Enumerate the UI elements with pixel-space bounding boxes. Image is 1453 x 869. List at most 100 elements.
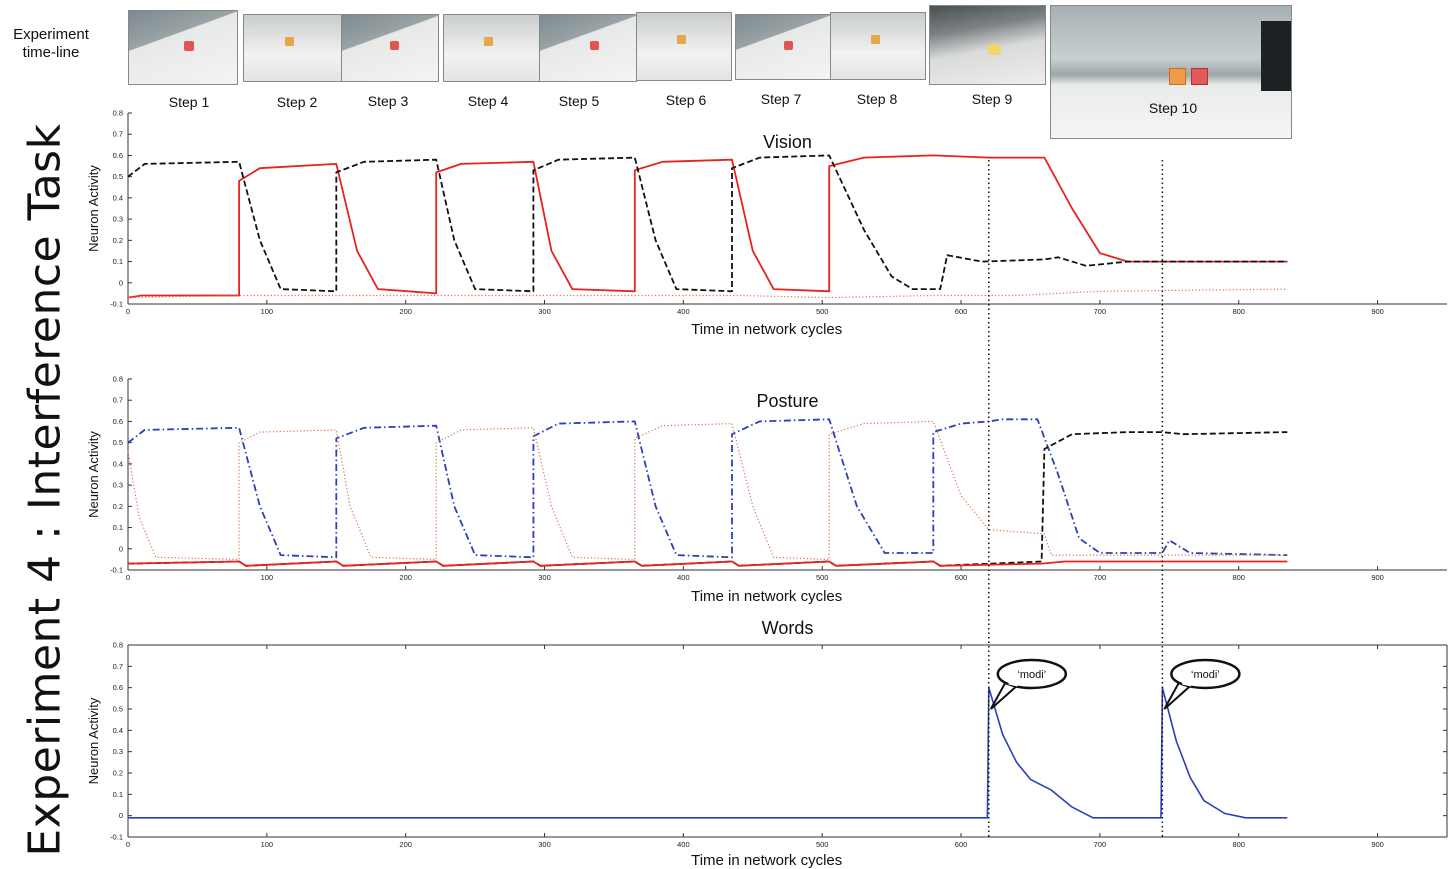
x-tick-label: 500 [816, 573, 829, 582]
y-tick-label: 0.4 [113, 726, 123, 735]
y-tick-label: 0.8 [113, 109, 123, 118]
red-cube-icon [184, 41, 194, 51]
x-tick-label: 900 [1371, 573, 1384, 582]
speech-bubble-text: ‘modi’ [1017, 669, 1046, 681]
step-label-5: Step 5 [558, 93, 600, 109]
x-axis-label: Time in network cycles [691, 852, 842, 869]
x-tick-label: 500 [816, 307, 829, 316]
y-tick-label: 0.6 [113, 683, 123, 692]
y-tick-label: -0.1 [110, 566, 123, 575]
step-label-7: Step 7 [760, 91, 802, 107]
y-axis-label: Neuron Activity [86, 697, 101, 784]
x-tick-label: 400 [677, 307, 690, 316]
speech-bubble-text: ‘modi’ [1191, 669, 1220, 681]
step-6-photo [636, 12, 732, 81]
x-tick-label: 900 [1371, 307, 1384, 316]
orange-cube-icon [484, 37, 493, 46]
x-tick-label: 800 [1232, 573, 1245, 582]
y-tick-label: 0.1 [113, 523, 123, 532]
x-tick-label: 700 [1094, 573, 1107, 582]
step-label-1: Step 1 [168, 94, 210, 110]
x-tick-label: 700 [1094, 840, 1107, 849]
y-tick-label: 0.6 [113, 417, 123, 426]
x-tick-label: 300 [538, 840, 551, 849]
step-label-9: Step 9 [971, 91, 1013, 107]
orange-cube-icon [285, 37, 294, 46]
dark-panel [1261, 21, 1291, 91]
red-cube-icon [590, 41, 599, 50]
x-tick-label: 700 [1094, 307, 1107, 316]
red-cube-icon [1191, 68, 1208, 85]
speech-bubble-join [1182, 681, 1192, 687]
x-tick-label: 0 [126, 840, 130, 849]
speech-bubble-join [1008, 681, 1019, 687]
y-tick-label: 0.4 [113, 193, 123, 202]
y-tick-label: -0.1 [110, 300, 123, 309]
step-4-photo [443, 14, 541, 82]
x-tick-label: 600 [955, 307, 968, 316]
y-tick-label: -0.1 [110, 833, 123, 842]
y-tick-label: 0.2 [113, 769, 123, 778]
step-label-4: Step 4 [467, 93, 509, 109]
timeline-label: Experiment time-line [6, 26, 96, 62]
step-1-photo [128, 10, 238, 85]
step-8-photo [830, 12, 926, 80]
y-tick-label: 0.8 [113, 641, 123, 650]
x-tick-label: 100 [261, 840, 274, 849]
series-line-red-solid [127, 154, 1288, 299]
orange-cube-icon [871, 35, 880, 44]
y-tick-label: 0.5 [113, 438, 123, 447]
step-2-photo [243, 14, 343, 82]
series-line-blue-dashdot [127, 418, 1288, 559]
orange-cube-icon [1169, 68, 1186, 85]
x-tick-label: 200 [399, 573, 412, 582]
series-line-orange-dotted [127, 420, 1288, 560]
y-tick-label: 0 [119, 811, 123, 820]
x-tick-label: 300 [538, 307, 551, 316]
timeline-label-line2: time-line [22, 44, 80, 61]
x-tick-label: 600 [955, 573, 968, 582]
y-tick-label: 0.2 [113, 502, 123, 511]
step-label-6: Step 6 [665, 92, 707, 108]
x-tick-label: 500 [816, 840, 829, 849]
x-tick-label: 0 [126, 573, 130, 582]
step-10-photo [1050, 5, 1292, 139]
x-tick-label: 300 [538, 573, 551, 582]
y-axis-label: Neuron Activity [86, 431, 101, 518]
x-tick-label: 200 [399, 307, 412, 316]
step-3-photo [341, 14, 439, 82]
y-tick-label: 0 [119, 278, 123, 287]
y-tick-label: 0.4 [113, 459, 123, 468]
chart-title: Posture [756, 391, 818, 411]
orange-cube-icon [677, 35, 686, 44]
x-axis-label: Time in network cycles [691, 588, 842, 605]
series-line-blue-solid [128, 686, 1288, 819]
red-cube-icon [390, 41, 399, 50]
step-9-photo [929, 5, 1046, 85]
y-tick-label: 0.5 [113, 705, 123, 714]
x-tick-label: 0 [126, 307, 130, 316]
x-tick-label: 200 [399, 840, 412, 849]
speech-bubble [996, 658, 1068, 690]
x-tick-label: 800 [1232, 307, 1245, 316]
y-tick-label: 0 [119, 544, 123, 553]
y-tick-label: 0.7 [113, 396, 123, 405]
y-tick-label: 0.7 [113, 662, 123, 671]
x-tick-label: 800 [1232, 840, 1245, 849]
x-tick-label: 400 [677, 573, 690, 582]
y-tick-label: 0.3 [113, 215, 123, 224]
red-cube-icon [784, 41, 793, 50]
y-tick-label: 0.3 [113, 481, 123, 490]
speech-bubble [1170, 658, 1241, 690]
y-tick-label: 0.8 [113, 375, 123, 384]
step-label-2: Step 2 [276, 94, 318, 110]
y-axis-label: Neuron Activity [86, 165, 101, 252]
step-label-3: Step 3 [367, 93, 409, 109]
y-tick-label: 0.6 [113, 151, 123, 160]
timeline-label-line1: Experiment [13, 26, 89, 43]
x-axis-label: Time in network cycles [691, 321, 842, 338]
x-tick-label: 900 [1371, 840, 1384, 849]
step-label-8: Step 8 [856, 91, 898, 107]
series-line-red-solid [127, 560, 1288, 567]
